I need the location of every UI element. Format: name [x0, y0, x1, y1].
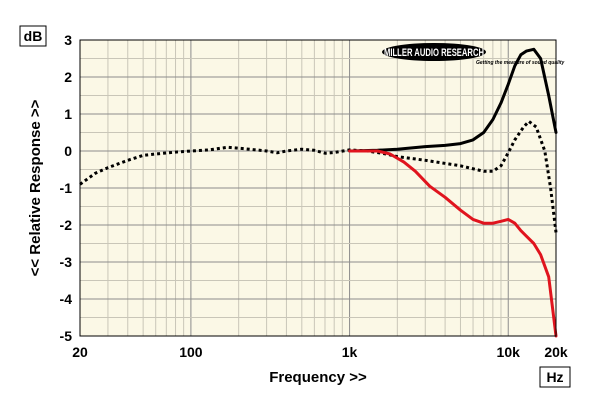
y-tick-label: -1 — [60, 180, 73, 196]
x-tick-label: 20 — [72, 344, 88, 360]
y-tick-label: 3 — [64, 32, 72, 48]
x-tick-label: 100 — [179, 344, 203, 360]
plot-frame — [79, 39, 557, 337]
y-tick-label: 2 — [64, 69, 72, 85]
series-line-3 — [348, 149, 558, 338]
x-tick-label: 1k — [342, 344, 358, 360]
y-tick-label: 1 — [64, 106, 72, 122]
y-tick-label: 0 — [64, 143, 72, 159]
y-tick-label: -5 — [60, 328, 73, 344]
grid — [80, 40, 556, 336]
y-unit-box: dB — [19, 25, 47, 47]
x-unit-label: Hz — [546, 369, 563, 385]
x-tick-label: 10k — [497, 344, 521, 360]
y-tick-label: -3 — [60, 254, 73, 270]
series-line-2 — [348, 47, 558, 153]
logo-ellipse — [382, 43, 486, 61]
y-tick-label: -4 — [60, 291, 73, 307]
logo-tagline: Getting the measure of sound quality — [476, 60, 565, 66]
x-tick-labels: 20 100 1k 10k 20k — [72, 344, 568, 360]
miller-audio-research-logo: MILLER AUDIO RESEARCH Getting the measur… — [382, 43, 565, 66]
y-tick-labels: 3 2 1 0 -1 -2 -3 -4 -5 — [60, 32, 73, 344]
y-axis-label: << Relative Response >> — [27, 99, 44, 276]
y-tick-label: -2 — [60, 217, 73, 233]
x-axis-label: Frequency >> — [269, 369, 367, 386]
y-unit-label: dB — [24, 28, 43, 44]
x-unit-box: Hz — [539, 366, 571, 388]
logo-text: MILLER AUDIO RESEARCH — [384, 47, 484, 59]
x-tick-label: 20k — [544, 344, 568, 360]
series-group — [79, 47, 558, 338]
